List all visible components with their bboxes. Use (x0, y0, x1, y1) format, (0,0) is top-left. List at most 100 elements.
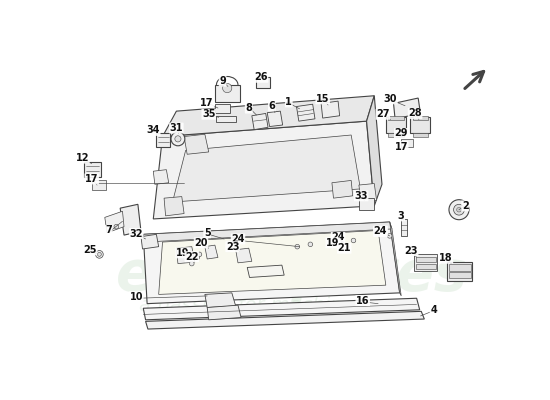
Text: 24: 24 (331, 232, 345, 242)
Circle shape (399, 132, 404, 136)
Bar (359, 198, 374, 210)
Circle shape (195, 255, 200, 260)
Circle shape (387, 234, 392, 238)
Text: 7: 7 (105, 226, 112, 236)
Bar (414, 254, 437, 271)
Text: 23: 23 (404, 246, 418, 256)
Bar (402, 139, 412, 146)
Polygon shape (296, 104, 315, 121)
Bar (92, 180, 106, 190)
Circle shape (187, 252, 192, 257)
Circle shape (449, 200, 469, 220)
Circle shape (337, 240, 342, 244)
Circle shape (308, 242, 312, 247)
Polygon shape (173, 135, 360, 202)
Circle shape (351, 238, 356, 243)
Text: 12: 12 (76, 153, 89, 163)
Text: 27: 27 (376, 109, 389, 119)
Text: a passion for machines: a passion for machines (140, 296, 365, 316)
Text: 20: 20 (194, 238, 208, 248)
Circle shape (223, 84, 232, 93)
Polygon shape (236, 248, 252, 263)
Circle shape (189, 261, 194, 266)
Polygon shape (321, 101, 340, 118)
Bar (386, 117, 406, 133)
Circle shape (197, 252, 202, 257)
Text: 28: 28 (408, 108, 422, 118)
Text: 30: 30 (384, 94, 397, 104)
Text: 17: 17 (394, 142, 408, 152)
Polygon shape (332, 180, 353, 198)
Polygon shape (184, 134, 209, 154)
Text: 17: 17 (200, 98, 214, 108)
Text: 17: 17 (85, 174, 98, 184)
Polygon shape (207, 305, 241, 320)
Bar (412, 116, 428, 120)
Text: 19: 19 (176, 248, 189, 258)
Polygon shape (205, 245, 218, 259)
Text: eurospares: eurospares (117, 248, 467, 302)
Polygon shape (389, 222, 402, 296)
Circle shape (454, 204, 464, 215)
Text: 26: 26 (254, 72, 268, 82)
Bar (412, 133, 428, 136)
Bar (215, 104, 230, 114)
Text: 22: 22 (185, 252, 199, 262)
Text: 24: 24 (231, 234, 245, 244)
Polygon shape (252, 114, 268, 130)
Text: 2: 2 (462, 201, 469, 211)
Polygon shape (146, 311, 425, 329)
Circle shape (97, 252, 101, 256)
Text: 25: 25 (84, 245, 97, 255)
Polygon shape (143, 298, 420, 320)
Bar (448, 262, 472, 281)
Text: 23: 23 (226, 242, 239, 252)
Circle shape (175, 136, 181, 142)
Bar (256, 77, 271, 88)
Polygon shape (143, 222, 400, 304)
Text: 19: 19 (326, 238, 339, 248)
Text: 24: 24 (373, 226, 387, 236)
Text: 9: 9 (219, 76, 226, 86)
Bar (402, 219, 408, 236)
Bar (410, 117, 431, 133)
Text: 31: 31 (169, 123, 183, 133)
Bar (449, 272, 471, 278)
Polygon shape (163, 96, 375, 136)
Text: 5: 5 (204, 228, 211, 238)
Polygon shape (394, 98, 421, 119)
Text: 33: 33 (354, 191, 368, 201)
Polygon shape (104, 211, 124, 233)
Bar (215, 85, 239, 102)
Bar (388, 133, 404, 136)
Circle shape (96, 250, 103, 258)
Polygon shape (153, 121, 375, 219)
Text: 18: 18 (439, 253, 453, 263)
Polygon shape (248, 265, 284, 278)
Polygon shape (164, 197, 184, 216)
Text: 35: 35 (202, 109, 216, 119)
Text: 21: 21 (338, 243, 351, 253)
Text: 32: 32 (130, 228, 143, 238)
Text: 10: 10 (130, 292, 143, 302)
Bar (388, 116, 404, 120)
Polygon shape (143, 222, 392, 242)
Text: 24: 24 (373, 226, 387, 236)
Circle shape (456, 207, 461, 212)
Circle shape (171, 132, 185, 146)
Text: 6: 6 (268, 101, 275, 111)
Text: 1: 1 (285, 97, 292, 107)
Polygon shape (205, 293, 236, 308)
Polygon shape (177, 247, 195, 264)
Text: 3: 3 (398, 211, 405, 221)
Text: 15: 15 (316, 94, 329, 104)
Polygon shape (159, 230, 386, 294)
Bar (84, 162, 101, 177)
Text: 8: 8 (245, 103, 252, 113)
Bar (217, 116, 236, 122)
Bar (416, 264, 436, 269)
Polygon shape (153, 170, 169, 184)
Polygon shape (120, 204, 141, 235)
Polygon shape (267, 111, 283, 126)
Bar (449, 264, 471, 270)
